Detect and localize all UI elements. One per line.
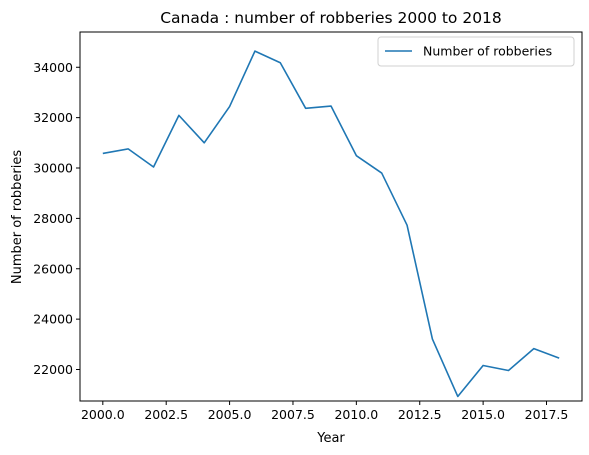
x-axis-ticks: 2000.0 2002.5 2005.0 2007.5 2010.0 2012.5 2015… [81,401,568,422]
x-tick-label: 2012.5 [398,407,442,422]
legend-box [377,36,575,67]
chart-title: Canada : number of robberies 2000 to 201… [160,9,502,27]
x-axis-label: Year [316,431,345,446]
y-tick-label: 22000 [33,362,73,377]
x-tick-label: 2007.5 [271,407,315,422]
y-tick-label: 30000 [33,161,73,176]
x-tick-label: 2017.5 [525,407,569,422]
y-tick-label: 28000 [33,211,73,226]
x-tick-label: 2002.5 [144,407,188,422]
plot-area [79,31,583,402]
y-axis-label: Number of robberies [10,150,25,284]
x-tick-label: 2015.0 [461,407,505,422]
x-tick-label: 2000.0 [81,407,125,422]
legend: Number of robberies [377,36,575,67]
x-tick-label: 2005.0 [208,407,252,422]
legend-label-number-of-robberies: Number of robberies [423,44,552,59]
x-tick-label: 2010.0 [334,407,378,422]
plot-frame [79,31,583,402]
y-tick-label: 24000 [33,312,73,327]
y-tick-label: 32000 [33,110,73,125]
y-axis-ticks: 22000 24000 26000 28000 30000 32000 34000 [33,60,80,377]
y-tick-label: 26000 [33,261,73,276]
y-tick-label: 34000 [33,60,73,75]
